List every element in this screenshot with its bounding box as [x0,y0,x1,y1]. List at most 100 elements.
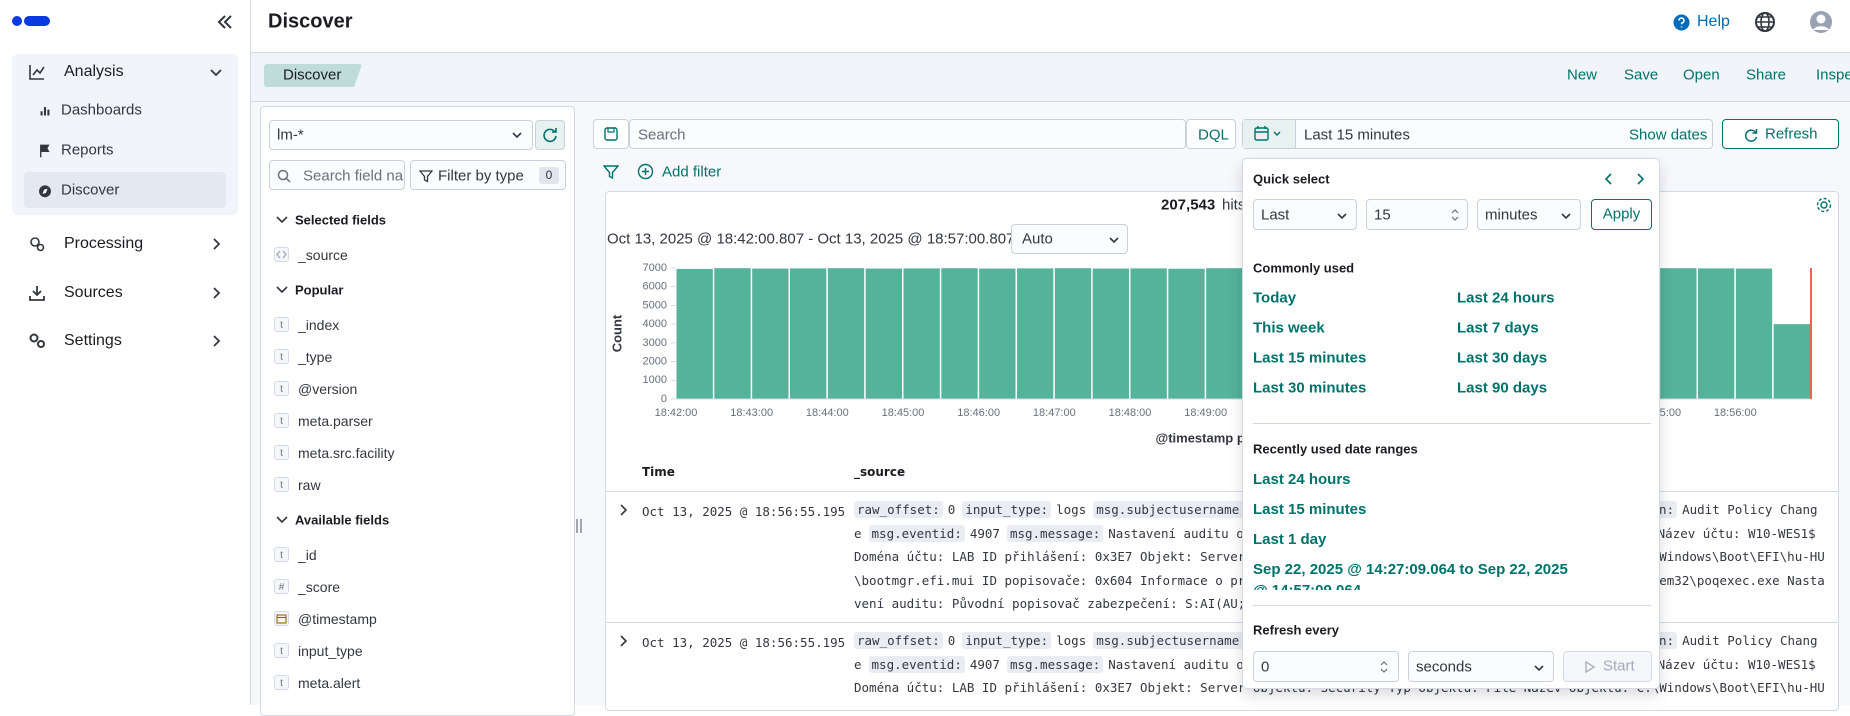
commonly-used-link[interactable]: This week [1253,320,1325,337]
section-chevron [275,283,289,301]
query-input[interactable]: Search [629,119,1186,149]
refresh-fields-button[interactable] [535,120,565,150]
commonly-used-link[interactable]: Last 7 days [1457,320,1539,337]
bar [979,269,1015,399]
column-header: _source [854,465,905,479]
collapse-nav-button[interactable] [216,13,234,31]
commonly-used-link[interactable]: Last 30 days [1457,350,1547,367]
nav-group[interactable]: Analysis [64,63,124,81]
index-pattern-select[interactable] [269,120,533,150]
date-quick-button[interactable] [1243,120,1296,148]
query-language-button[interactable]: DQL [1186,119,1236,149]
logo[interactable] [12,14,52,28]
chevron-icon [1533,662,1545,674]
source-value: 0 [948,502,956,517]
field-name[interactable]: input_type [298,643,363,659]
top-action[interactable]: New [1567,67,1597,84]
nav-item[interactable]: Reports [61,142,114,159]
value-input[interactable]: 15 [1366,199,1468,230]
bar [941,268,977,399]
x-tick-label: 18:44:00 [806,407,849,419]
refresh-value-input[interactable]: 0 [1253,651,1399,682]
top-action[interactable]: Inspect [1816,67,1850,84]
row-time: Oct 13, 2025 @ 18:56:55.195 [642,631,845,655]
field-name[interactable]: meta.parser [298,413,373,429]
nav-group[interactable]: Settings [64,332,122,350]
nav-icon-svg [28,235,46,253]
filter-icon[interactable] [603,164,619,180]
interval-select[interactable]: Auto [1011,224,1128,254]
commonly-used-link[interactable]: Today [1253,290,1296,307]
date-range: Last 15 minutes [1304,127,1410,144]
resize-handle[interactable] [575,518,584,534]
nav-chevron [208,236,224,256]
nav-item[interactable]: Discover [61,182,119,199]
avatar[interactable] [1809,10,1833,34]
next-button[interactable] [1632,171,1648,187]
field-name[interactable]: _score [298,579,340,595]
field-name[interactable]: _type [298,349,332,365]
help-icon[interactable] [1673,14,1690,31]
nav-chevron-svg [208,64,224,80]
refresh-unit-select[interactable]: seconds [1408,651,1554,682]
source-key: msg.eventid: [869,656,965,673]
chevron-icon [1560,210,1572,222]
breadcrumb[interactable]: Discover [283,67,341,84]
top-action[interactable]: Open [1683,67,1720,84]
expand-row-button[interactable] [616,633,632,653]
y-tick-label: 4000 [643,318,667,330]
y-tick-label: 7000 [643,262,667,274]
top-action[interactable]: Share [1746,67,1786,84]
nav-item[interactable]: Dashboards [61,102,142,119]
nav-icon-svg [37,104,52,119]
apply-button[interactable]: Apply [1591,199,1652,230]
unit-select[interactable]: minutes [1477,199,1581,230]
refresh-button[interactable]: Refresh [1722,119,1839,149]
filter-icon [419,169,433,183]
field-name[interactable]: _source [298,247,348,263]
field-search[interactable]: Search field names [269,160,405,190]
field-name[interactable]: raw [298,477,321,493]
save-query-button[interactable] [593,119,629,149]
hits-count: 207,543 [1161,197,1215,214]
bar [866,269,902,399]
add-filter[interactable]: Add filter [662,164,721,181]
tense-select[interactable]: Last [1253,199,1357,230]
filter-count: 0 [539,167,559,184]
section-title: Available fields [295,513,389,528]
recent-range-link[interactable]: Sep 22, 2025 @ 14:27:09.064 to Sep 22, 2… [1253,559,1583,590]
date-picker[interactable]: Last 15 minutes Show dates [1242,119,1713,149]
filter-by-type-button[interactable]: Filter by type 0 [410,160,566,190]
bar [1168,269,1204,399]
field-name[interactable]: @timestamp [298,611,377,627]
recent-range-link[interactable]: Last 15 minutes [1253,499,1583,520]
top-action[interactable]: Save [1624,67,1658,84]
recent-range-link[interactable]: Last 24 hours [1253,469,1583,490]
field-name[interactable]: meta.src.facility [298,445,394,461]
nav-group[interactable]: Sources [64,284,123,302]
commonly-used-link[interactable]: Last 15 minutes [1253,350,1366,367]
x-tick-label: 18:49:00 [1184,407,1227,419]
nav-icon [28,63,46,85]
header: Discover Help [251,0,1850,53]
commonly-used-link[interactable]: Last 90 days [1457,380,1547,397]
nav-chevron [208,285,224,305]
field-name[interactable]: _id [298,547,317,563]
commonly-used-link[interactable]: Last 24 hours [1457,290,1555,307]
settings-icon[interactable] [1815,196,1833,214]
language-icon[interactable] [1754,11,1776,33]
section-title: Popular [295,283,343,298]
expand-row-button[interactable] [616,502,632,522]
field-name[interactable]: @version [298,381,357,397]
source-value: logs [1056,633,1086,648]
commonly-used-link[interactable]: Last 30 minutes [1253,380,1366,397]
start-button[interactable]: Start [1563,651,1652,682]
previous-button[interactable] [1601,171,1617,187]
field-name[interactable]: _index [298,317,339,333]
nav-group[interactable]: Processing [64,235,143,253]
help-link[interactable]: Help [1697,13,1730,31]
field-name[interactable]: meta.alert [298,675,360,691]
show-dates[interactable]: Show dates [1629,127,1707,144]
recent-range-link[interactable]: Last 1 day [1253,529,1583,550]
row-time: Oct 13, 2025 @ 18:56:55.195 [642,500,845,524]
